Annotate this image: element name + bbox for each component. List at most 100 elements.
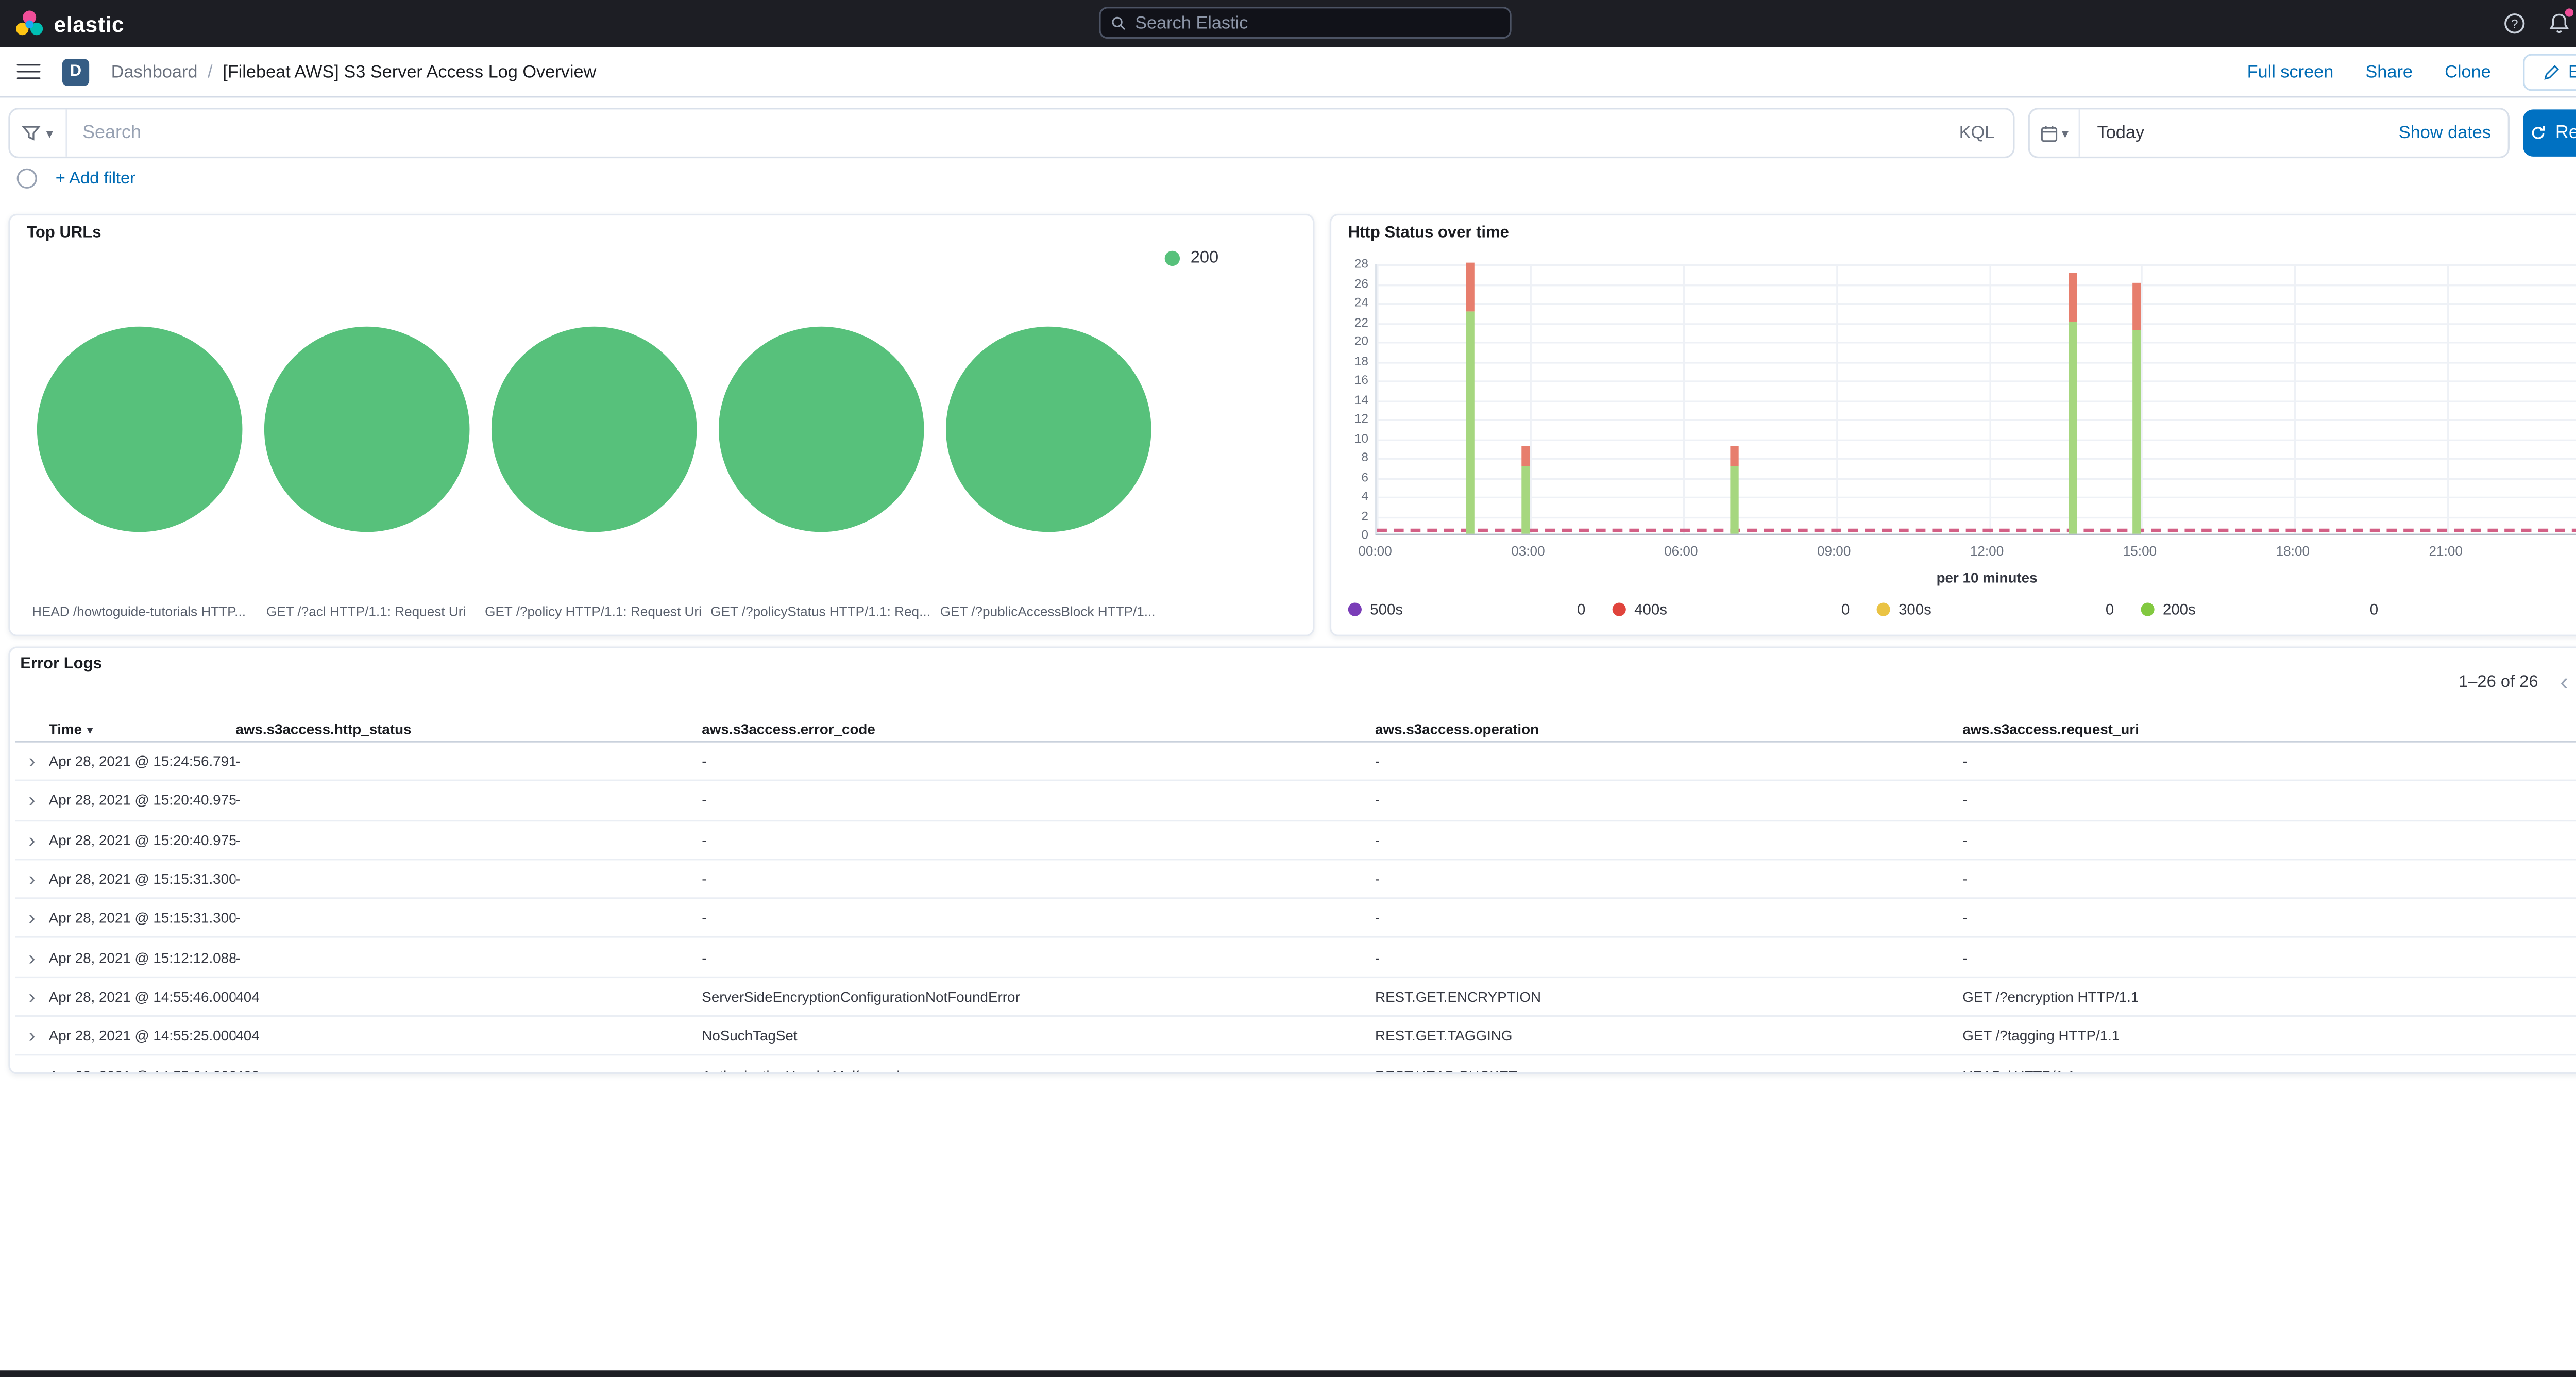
chevron-left-icon[interactable]: ‹ [2560,668,2569,697]
refresh-button[interactable]: Refresh [2523,109,2576,157]
legend-label: 200s [2162,601,2196,618]
pie-legend-item[interactable]: 200 [1165,249,1218,267]
menu-icon[interactable] [16,63,41,80]
bar-segment-400s[interactable] [2133,282,2142,331]
zero-baseline [1377,528,2576,532]
legend-item[interactable]: 500s 0 [1348,601,1585,618]
filter-count-icon[interactable] [16,168,37,189]
add-filter-button[interactable]: + Add filter [55,169,136,188]
bar-segment-400s[interactable] [1521,446,1530,466]
column-header[interactable]: aws.s3access.error_code [702,720,1375,737]
date-range-value[interactable]: Today [2097,123,2145,143]
top-urls-pies: HEAD /howtoguide-tutorials HTTP... GET /?… [25,326,1161,619]
pie-slice-200[interactable] [718,326,923,532]
y-axis-label: 18 [1354,352,1368,368]
gridline [1377,516,2576,518]
column-header-label: aws.s3access.http_status [235,719,412,737]
refresh-icon [2532,126,2546,139]
expand-row-icon[interactable]: › [28,986,36,1007]
global-search-input[interactable] [1135,12,1500,33]
bar-segment-200s[interactable] [2133,330,2142,534]
gridline [1377,264,2576,266]
expand-row-icon[interactable]: › [28,947,36,968]
x-axis-label: 06:00 [1664,544,1698,559]
x-axis-label: 12:00 [1970,544,2004,559]
pie-slice-200[interactable] [490,326,696,532]
bar-segment-200s[interactable] [2069,321,2078,534]
y-axis-label: 8 [1361,449,1368,465]
gridline [1377,342,2576,344]
bar-segment-400s[interactable] [1466,262,1475,311]
gridline [1683,264,1685,534]
column-header[interactable]: aws.s3access.operation [1375,720,1962,737]
expand-row-icon[interactable]: › [15,1065,48,1072]
y-axis-label: 24 [1354,294,1368,310]
date-quick-select-button[interactable]: ▾ [2030,109,2080,157]
help-icon[interactable]: ? [2503,12,2527,36]
query-input[interactable] [67,123,1941,143]
bar-segment-200s[interactable] [1521,466,1530,534]
pie-slice-200[interactable] [36,326,242,532]
table-cell-http_status: - [235,910,241,927]
panel-title: Top URLs [27,224,101,243]
table-row: › Apr 28, 2021 @ 15:20:40.975- - - - [15,821,2576,861]
chevron-down-icon: ▾ [2061,125,2069,141]
pagination-label: 1–26 of 26 [2459,673,2538,692]
table-row: › Apr 28, 2021 @ 15:15:31.300- - - - [15,860,2576,900]
column-header[interactable]: Time ▾ [49,720,236,737]
page-title: [Filebeat AWS] S3 Server Access Log Over… [223,61,597,82]
y-axis-label: 26 [1354,275,1368,291]
bar-segment-400s[interactable] [1729,446,1738,466]
expand-row-icon[interactable]: › [28,868,36,889]
breadcrumb-dashboard[interactable]: Dashboard [111,61,198,82]
y-axis-label: 4 [1361,488,1368,503]
brand-text: elastic [54,11,125,37]
global-search[interactable] [1099,7,1512,39]
query-language-button[interactable]: KQL [1959,123,1995,143]
space-badge[interactable]: D [62,58,90,85]
table-cell-http_status: - [235,870,241,887]
column-header-label: Time [48,719,82,737]
bar-segment-200s[interactable] [1466,311,1475,534]
table-cell-operation: - [1375,949,1380,966]
legend-dot [1876,602,1890,616]
bar-segment-200s[interactable] [1729,466,1738,534]
pie-slice-200[interactable] [945,326,1150,532]
edit-button[interactable]: Edit [2522,53,2576,90]
elastic-home-link[interactable]: elastic [15,9,124,38]
saved-query-menu-button[interactable]: ▾ [10,109,67,157]
legend-item[interactable]: 200s 0 [2141,601,2378,618]
full-screen-button[interactable]: Full screen [2247,61,2334,82]
expand-row-icon[interactable]: › [28,1026,36,1046]
column-header[interactable]: aws.s3access.request_uri [1962,720,2576,737]
y-axis-label: 12 [1354,411,1368,426]
pie-slice-200[interactable] [263,326,469,532]
table-cell-error_code: - [702,752,707,770]
gridline [1377,439,2576,441]
expand-row-icon[interactable]: › [28,908,36,929]
table-cell-request_uri: - [1962,752,1968,770]
legend-item[interactable]: 300s 0 [1876,601,2114,618]
clone-button[interactable]: Clone [2445,61,2491,82]
bar-segment-400s[interactable] [2069,272,2078,321]
y-axis-label: 16 [1354,372,1368,388]
show-dates-button[interactable]: Show dates [2398,123,2492,143]
table-cell-operation: - [1375,752,1380,770]
column-header[interactable]: aws.s3access.http_status [235,720,702,737]
expand-row-icon[interactable]: › [28,790,36,811]
legend-item[interactable]: 400s 0 [1612,601,1850,618]
share-button[interactable]: Share [2365,61,2413,82]
expand-row-icon[interactable]: › [28,751,36,771]
table-cell-http_status: 400 [235,1067,702,1072]
table-row: › Apr 28, 2021 @ 15:12:12.088- - - - [15,938,2576,978]
panel-top-urls: Top URLs 200 HEAD /howtoguide-tutorials … [8,213,1315,636]
y-axis-label: 10 [1354,430,1368,446]
expand-row-icon[interactable]: › [28,829,36,850]
gridline [2447,264,2449,534]
notifications-bell-icon[interactable] [2548,8,2574,36]
table-row: › Apr 28, 2021 @ 15:20:40.975- - - - [15,782,2576,821]
table-cell-operation: REST.HEAD.BUCKET [1375,1067,1962,1072]
gridline [1377,322,2576,324]
legend-value: 0 [2105,601,2114,618]
gridline [1377,458,2576,460]
